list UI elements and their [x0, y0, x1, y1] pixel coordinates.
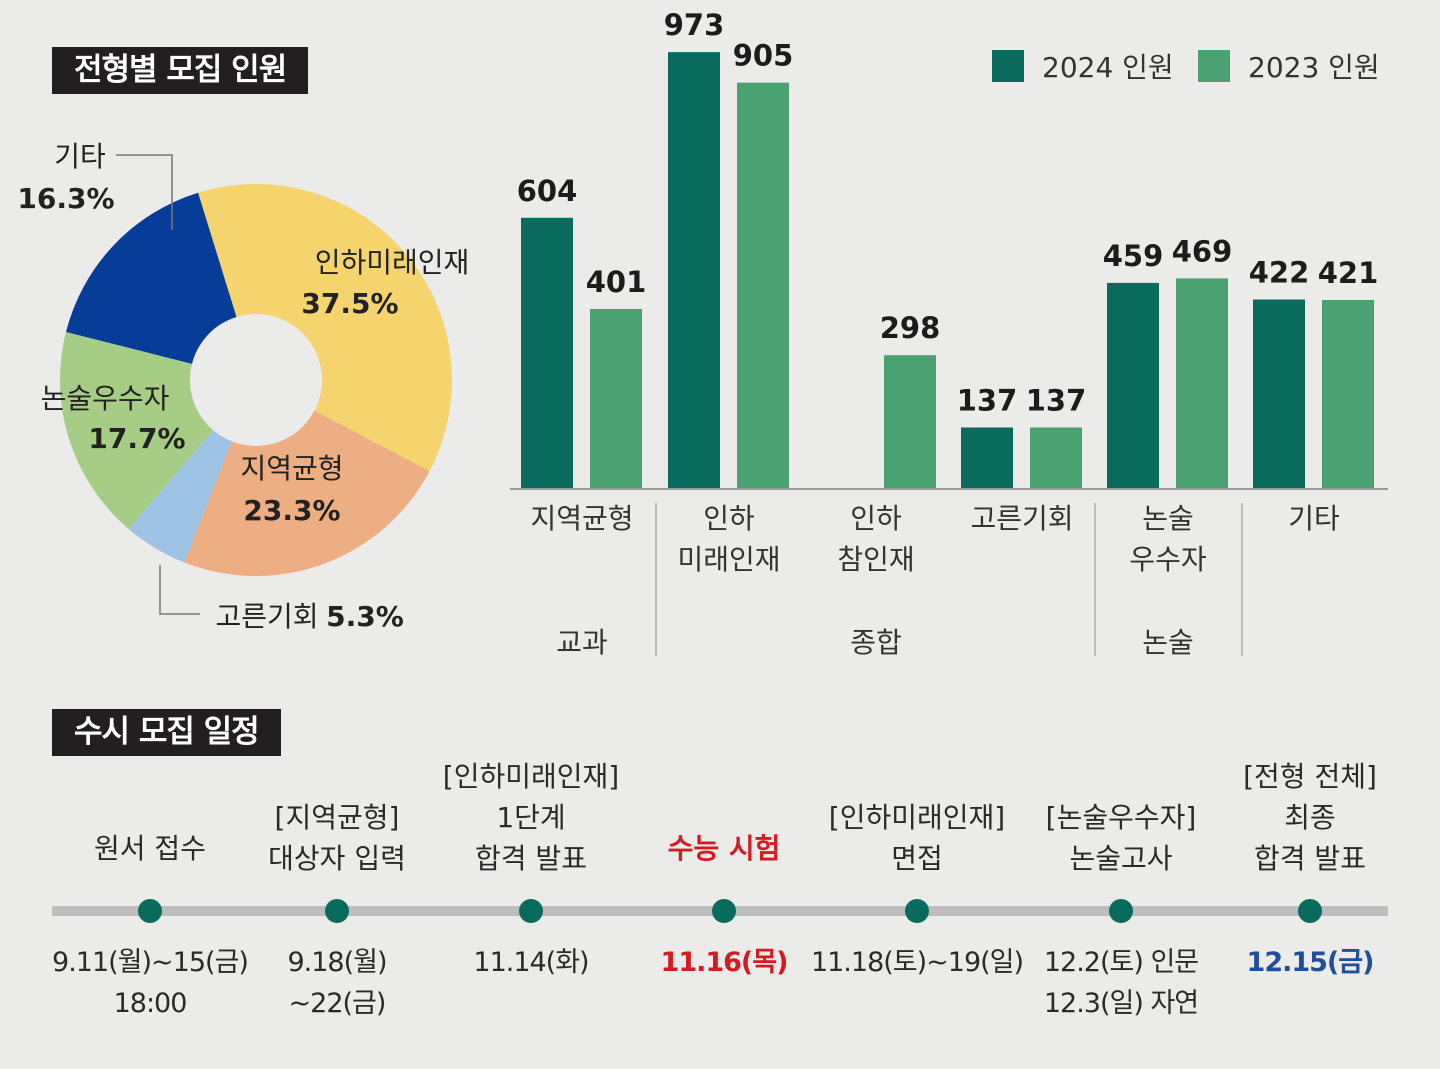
timeline-dot — [325, 899, 349, 923]
donut-slice — [184, 410, 430, 576]
timeline-date-label: 9.11(월)~15(금) — [52, 947, 248, 978]
bar — [590, 308, 642, 489]
timeline-event-label: [지역균형] — [275, 801, 400, 834]
slice-label: 논술우수자 — [41, 382, 170, 415]
timeline-date-label: ~22(금) — [289, 988, 386, 1019]
bar-value-label: 604 — [517, 174, 578, 208]
group-label: 논술 — [1142, 626, 1194, 659]
timeline-dot — [712, 899, 736, 923]
timeline-date-label: 12.2(토) 인문 — [1044, 947, 1198, 978]
timeline-dot — [138, 899, 162, 923]
bar — [1030, 427, 1082, 489]
timeline-event-label: [인하미래인재] — [829, 801, 1005, 834]
timeline-date-label: 12.15(금) — [1247, 947, 1374, 978]
timeline-date-label: 12.3(일) 자연 — [1044, 988, 1198, 1019]
bar-value-label: 469 — [1172, 234, 1233, 268]
timeline-event-label: 합격 발표 — [475, 842, 587, 875]
bar — [1107, 282, 1159, 489]
bar-value-label: 298 — [880, 311, 941, 345]
timeline-date-label: 11.16(목) — [661, 947, 788, 978]
timeline-event-label: [논술우수자] — [1046, 801, 1197, 834]
slice-value: 37.5% — [301, 287, 398, 320]
category-label: 논술 — [1142, 502, 1194, 535]
legend-swatch — [992, 50, 1024, 82]
slice-value: 16.3% — [17, 182, 114, 215]
schedule-timeline: 원서 접수 9.11(월)~15(금) 18:00 [지역균형] 대상자 입력 9.18(… — [52, 760, 1388, 1019]
category-label: 인하 — [703, 502, 755, 535]
bar-legend: 2024 인원 2023 인원 — [992, 50, 1380, 84]
donut-slice — [198, 184, 452, 472]
bar-value-label: 973 — [664, 8, 725, 42]
bar — [668, 52, 720, 490]
donut-slice — [65, 192, 237, 364]
timeline-date-label: 9.18(월) — [287, 947, 386, 978]
donut-slice — [60, 331, 214, 529]
slice-label: 인하미래인재 — [315, 246, 470, 279]
timeline-dot — [1109, 899, 1133, 923]
timeline-event-label: [인하미래인재] — [443, 760, 619, 793]
legend-label: 2024 인원 — [1042, 51, 1174, 84]
timeline-event-label: 논술고사 — [1069, 842, 1172, 875]
slice-label: 기타 — [54, 140, 106, 173]
category-label: 우수자 — [1129, 543, 1206, 576]
section-title-recruitment: 전형별 모집 인원 — [52, 47, 309, 94]
bar-value-label: 137 — [1026, 383, 1087, 417]
timeline-dot — [1298, 899, 1322, 923]
bar — [521, 217, 573, 489]
category-label: 인하 — [850, 502, 902, 535]
bar — [737, 82, 789, 489]
timeline-date-label: 11.18(토)~19(일) — [811, 947, 1023, 978]
bar — [1322, 299, 1374, 489]
timeline-date-label: 18:00 — [114, 988, 187, 1019]
donut-slice — [128, 430, 232, 563]
legend-label: 2023 인원 — [1248, 51, 1380, 84]
bar — [1253, 299, 1305, 489]
timeline-dot — [519, 899, 543, 923]
category-label: 고른기회 — [970, 502, 1073, 535]
timeline-event-label: 합격 발표 — [1254, 842, 1366, 875]
leader-line — [116, 154, 173, 230]
bar-value-label: 459 — [1103, 239, 1164, 273]
timeline-event-label: 수능 시험 — [668, 832, 781, 865]
bar-value-label: 137 — [957, 383, 1018, 417]
group-label: 교과 — [556, 626, 608, 659]
section-title-schedule: 수시 모집 일정 — [52, 709, 281, 756]
legend-swatch — [1198, 50, 1230, 82]
category-label: 기타 — [1288, 502, 1340, 535]
timeline-event-label: 최종 — [1284, 801, 1336, 834]
bar-value-label: 422 — [1249, 256, 1310, 290]
slice-value: 5.3% — [326, 600, 404, 633]
category-label: 지역균형 — [530, 502, 633, 535]
category-label: 참인재 — [837, 543, 914, 576]
slice-value: 17.7% — [88, 422, 185, 455]
leader-line — [159, 565, 200, 615]
slice-label: 고른기회 — [215, 600, 318, 633]
timeline-date-label: 11.14(화) — [473, 947, 588, 978]
bar — [884, 355, 936, 489]
bar-chart: 604 973 137 459 422 401 905 298 137 469 421 지역균형 인하미… — [510, 8, 1388, 659]
donut-chart — [60, 184, 452, 576]
timeline-dot — [905, 899, 929, 923]
timeline-event-label: 면접 — [891, 842, 943, 875]
category-label: 미래인재 — [677, 543, 780, 576]
bar-value-label: 421 — [1318, 256, 1379, 290]
donut-labels: 인하미래인재 37.5% 지역균형 23.3% 논술우수자 17.7% 기타 16.3% 고른기… — [17, 140, 469, 633]
timeline-event-label: 1단계 — [496, 801, 565, 834]
timeline-event-label: 원서 접수 — [94, 832, 206, 865]
timeline-event-label: 대상자 입력 — [268, 842, 406, 875]
slice-label: 지역균형 — [240, 452, 343, 485]
bar-value-label: 905 — [733, 39, 794, 73]
bar-value-label: 401 — [586, 265, 647, 299]
bar — [961, 427, 1013, 489]
bar — [1176, 278, 1228, 489]
group-label: 종합 — [850, 626, 902, 659]
slice-value: 23.3% — [243, 494, 340, 527]
timeline-event-label: [전형 전체] — [1243, 760, 1377, 793]
